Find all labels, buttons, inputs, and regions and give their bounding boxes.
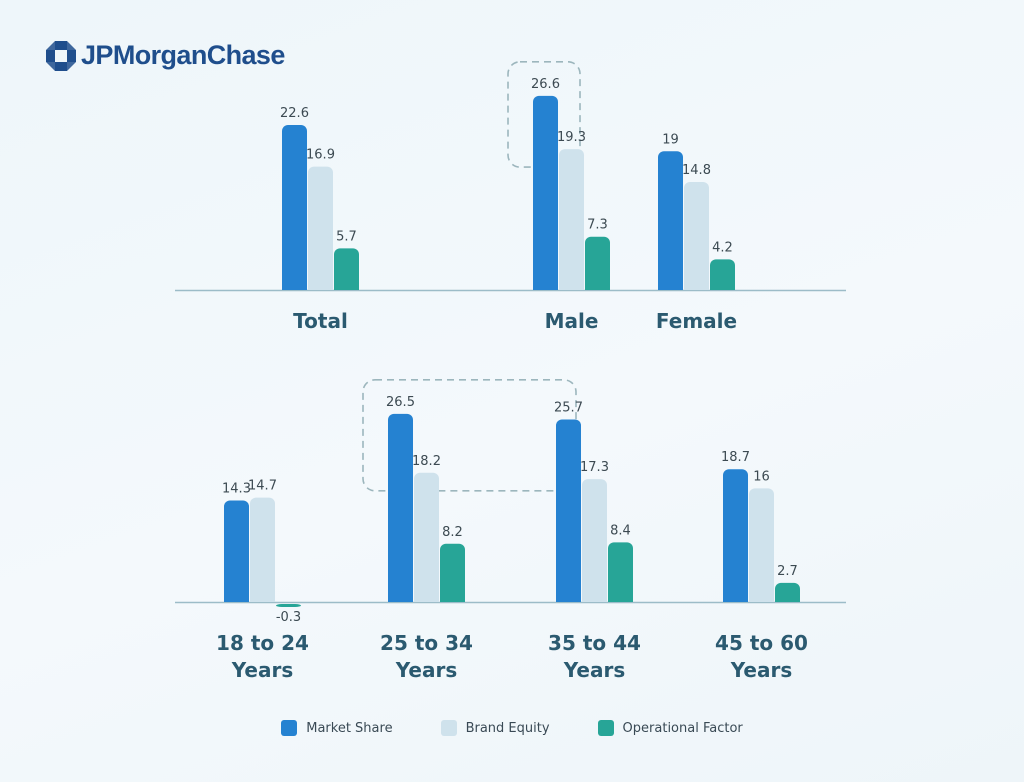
value-label-operational-factor-45-to-60: 2.7 <box>777 564 798 579</box>
value-label-operational-factor-male: 7.3 <box>587 218 608 233</box>
bar-base-operational-factor-male <box>585 284 610 290</box>
category-label-total: Total <box>293 309 348 333</box>
bar-base-operational-factor-25-to-34 <box>440 596 465 602</box>
bar-base-operational-factor-female <box>710 284 735 290</box>
value-label-operational-factor-total: 5.7 <box>336 229 357 244</box>
bar-operational-factor-male <box>585 236 610 290</box>
legend-label-operational-factor: Operational Factor <box>622 720 743 736</box>
category-label-years: Years <box>730 658 792 682</box>
bar-market-share-total <box>282 125 307 291</box>
bar-brand-equity-25-to-34 <box>414 472 439 602</box>
category-label-years: Years <box>563 658 625 682</box>
bar-base-market-share-male <box>533 284 558 290</box>
value-label-market-share-45-to-60: 18.7 <box>721 450 750 465</box>
bar-base-market-share-25-to-34 <box>388 596 413 602</box>
value-label-market-share-total: 22.6 <box>280 106 309 121</box>
bar-base-operational-factor-35-to-44 <box>608 596 633 602</box>
bar-base-brand-equity-35-to-44 <box>582 596 607 602</box>
value-label-operational-factor-female: 4.2 <box>712 240 733 255</box>
legend-item-brand-equity: Brand Equity <box>440 720 550 736</box>
chart-legend: Market Share Brand Equity Operational Fa… <box>0 720 1024 736</box>
category-label-female: Female <box>656 309 737 333</box>
category-label-male: Male <box>545 309 599 333</box>
category-label-years: Years <box>395 658 457 682</box>
legend-swatch-market-share <box>281 720 298 736</box>
logo-text: JPMorganChase <box>81 40 285 70</box>
value-label-market-share-female: 19 <box>662 132 679 147</box>
value-label-brand-equity-35-to-44: 17.3 <box>580 460 609 475</box>
value-label-brand-equity-18-to-24: 14.7 <box>248 479 277 494</box>
bar-base-brand-equity-total <box>308 284 333 290</box>
legend-swatch-operational-factor <box>597 720 614 736</box>
value-label-market-share-25-to-34: 26.5 <box>386 395 415 410</box>
legend-item-market-share: Market Share <box>281 720 393 736</box>
legend-swatch-brand-equity <box>440 720 457 736</box>
highlight-box <box>507 61 581 168</box>
bar-brand-equity-18-to-24 <box>250 497 275 602</box>
bar-brand-equity-45-to-60 <box>749 488 774 602</box>
value-label-brand-equity-45-to-60: 16 <box>753 469 770 484</box>
category-label-18-to-24: 18 to 24 <box>216 631 309 655</box>
bar-operational-factor-35-to-44 <box>608 542 633 602</box>
category-label-45-to-60: 45 to 60 <box>715 631 808 655</box>
bar-market-share-45-to-60 <box>723 469 748 602</box>
bar-brand-equity-female <box>684 181 709 290</box>
bar-brand-equity-35-to-44 <box>582 479 607 602</box>
category-label-years: Years <box>231 658 293 682</box>
category-label-35-to-44: 35 to 44 <box>548 631 641 655</box>
value-label-operational-factor-25-to-34: 8.2 <box>442 525 463 540</box>
legend-item-operational-factor: Operational Factor <box>597 720 743 736</box>
legend-label-brand-equity: Brand Equity <box>465 720 550 736</box>
bar-market-share-female <box>658 151 683 290</box>
bar-operational-factor-total <box>334 248 359 290</box>
brand-logo: JPMorganChase <box>46 40 285 71</box>
bar-base-market-share-total <box>282 284 307 290</box>
bar-base-brand-equity-male <box>559 284 584 290</box>
value-label-market-share-35-to-44: 25.7 <box>554 401 583 416</box>
value-label-market-share-18-to-24: 14.3 <box>222 481 251 496</box>
bar-base-operational-factor-45-to-60 <box>775 596 800 602</box>
bar-market-share-25-to-34 <box>388 413 413 602</box>
bar-base-market-share-18-to-24 <box>224 596 249 602</box>
value-label-operational-factor-35-to-44: 8.4 <box>610 523 631 538</box>
highlight-box <box>362 379 577 492</box>
bar-base-operational-factor-total <box>334 284 359 290</box>
bar-base-market-share-45-to-60 <box>723 596 748 602</box>
bar-brand-equity-male <box>559 149 584 290</box>
bar-base-market-share-female <box>658 284 683 290</box>
octagon-logo-icon <box>46 40 76 71</box>
category-label-25-to-34: 25 to 34 <box>380 631 473 655</box>
bar-market-share-35-to-44 <box>556 419 581 602</box>
bar-operational-factor-25-to-34 <box>440 543 465 602</box>
bar-market-share-male <box>533 95 558 290</box>
bar-market-share-18-to-24 <box>224 500 249 602</box>
bar-operational-factor-18-to-24 <box>276 604 301 607</box>
value-label-brand-equity-male: 19.3 <box>557 130 586 145</box>
bar-base-market-share-35-to-44 <box>556 596 581 602</box>
value-label-brand-equity-25-to-34: 18.2 <box>412 454 441 469</box>
value-label-operational-factor-18-to-24: -0.3 <box>276 610 301 625</box>
value-label-brand-equity-total: 16.9 <box>306 148 335 163</box>
bar-base-brand-equity-18-to-24 <box>250 596 275 602</box>
value-label-market-share-male: 26.6 <box>531 77 560 92</box>
bar-operational-factor-female <box>710 259 735 290</box>
legend-label-market-share: Market Share <box>306 720 393 736</box>
bar-base-brand-equity-25-to-34 <box>414 596 439 602</box>
bar-base-brand-equity-female <box>684 284 709 290</box>
bar-brand-equity-total <box>308 166 333 290</box>
value-label-brand-equity-female: 14.8 <box>682 163 711 178</box>
bar-base-brand-equity-45-to-60 <box>749 596 774 602</box>
